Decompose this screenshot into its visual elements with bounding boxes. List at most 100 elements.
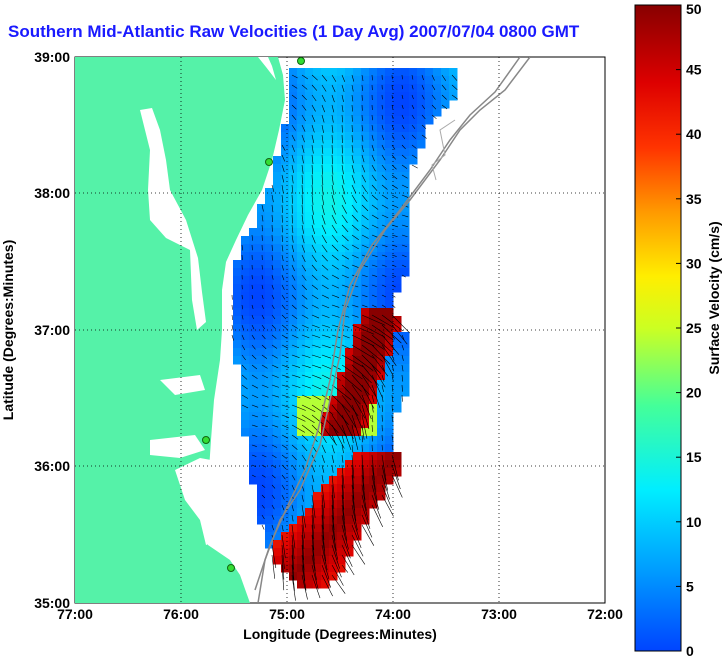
velocity-cell <box>417 92 426 101</box>
velocity-cell <box>345 484 354 493</box>
velocity-cell <box>273 548 282 557</box>
velocity-arrow <box>261 484 266 488</box>
velocity-arrow <box>371 454 375 480</box>
velocity-cell <box>329 348 338 357</box>
velocity-arrow <box>301 194 303 205</box>
velocity-cell <box>417 116 426 125</box>
station-marker[interactable] <box>265 158 273 166</box>
velocity-cell <box>313 548 322 557</box>
velocity-cell <box>321 244 330 253</box>
velocity-arrow <box>391 94 393 100</box>
velocity-cell <box>353 324 362 333</box>
velocity-arrow <box>331 494 335 520</box>
station-marker[interactable] <box>202 436 210 444</box>
velocity-arrow <box>321 304 330 309</box>
velocity-arrow <box>281 234 284 242</box>
velocity-cell <box>361 92 370 101</box>
velocity-cell <box>281 188 290 197</box>
velocity-cell <box>265 492 274 501</box>
velocity-cell <box>377 380 386 389</box>
velocity-arrow <box>271 344 278 349</box>
velocity-cell <box>289 508 298 517</box>
velocity-cell <box>289 148 298 157</box>
velocity-arrow <box>331 504 335 531</box>
x-axis-label: Longitude (Degrees:Minutes) <box>243 626 437 642</box>
velocity-arrow <box>401 144 406 150</box>
velocity-cell <box>313 108 322 117</box>
velocity-arrow <box>321 264 329 271</box>
velocity-arrow <box>291 284 296 291</box>
velocity-cell <box>321 444 330 453</box>
velocity-arrow <box>311 274 318 281</box>
velocity-cell <box>401 364 410 373</box>
velocity-cell <box>297 212 306 221</box>
velocity-cell <box>281 436 290 445</box>
velocity-cell <box>297 332 306 341</box>
velocity-arrow <box>281 154 286 162</box>
velocity-cell <box>289 380 298 389</box>
velocity-arrow <box>311 294 319 300</box>
velocity-cell <box>297 572 306 581</box>
velocity-cell <box>265 412 274 421</box>
velocity-cell <box>313 244 322 253</box>
velocity-cell <box>297 476 306 485</box>
velocity-cell <box>249 396 258 405</box>
velocity-cell <box>353 292 362 301</box>
velocity-cell <box>361 148 370 157</box>
velocity-cell <box>345 292 354 301</box>
velocity-arrow <box>271 264 274 271</box>
velocity-arrow <box>361 234 369 239</box>
velocity-cell <box>353 476 362 485</box>
velocity-cell <box>393 324 402 333</box>
velocity-cell <box>241 300 250 309</box>
velocity-cell <box>337 372 346 381</box>
velocity-cell <box>321 188 330 197</box>
velocity-cell <box>337 476 346 485</box>
velocity-cell <box>265 356 274 365</box>
velocity-cell <box>249 276 258 285</box>
velocity-arrow <box>341 474 345 499</box>
velocity-arrow <box>311 364 322 369</box>
pamlico-sound <box>175 458 226 545</box>
velocity-cell <box>353 188 362 197</box>
velocity-cell <box>233 284 242 293</box>
velocity-cell <box>353 92 362 101</box>
velocity-cell <box>257 300 266 309</box>
velocity-arrow <box>301 74 309 80</box>
velocity-cell <box>409 68 418 77</box>
velocity-cell <box>297 532 306 541</box>
velocity-arrow <box>261 474 266 478</box>
station-marker[interactable] <box>227 564 235 572</box>
velocity-cell <box>249 340 258 349</box>
velocity-cell <box>433 100 442 109</box>
plot-title: Southern Mid-Atlantic Raw Velocities (1 … <box>8 22 580 41</box>
velocity-cell <box>337 284 346 293</box>
velocity-cell <box>377 404 386 413</box>
velocity-cell <box>361 84 370 93</box>
velocity-arrow <box>321 134 324 144</box>
velocity-cell <box>257 316 266 325</box>
velocity-arrow <box>351 394 366 419</box>
velocity-cell <box>337 556 346 565</box>
velocity-cell <box>313 252 322 261</box>
velocity-cell <box>377 132 386 141</box>
velocity-cell <box>289 284 298 293</box>
x-tick: 76:00 <box>163 606 199 622</box>
velocity-cell <box>241 388 250 397</box>
velocity-cell <box>281 364 290 373</box>
velocity-arrow <box>331 524 337 551</box>
velocity-cell <box>377 116 386 125</box>
velocity-cell <box>385 452 394 461</box>
velocity-arrow <box>441 94 447 100</box>
velocity-arrow <box>361 474 366 501</box>
velocity-arrow <box>271 394 280 398</box>
velocity-arrow <box>301 354 311 358</box>
velocity-cell <box>289 68 298 77</box>
velocity-cell <box>249 380 258 389</box>
velocity-arrow <box>321 484 326 509</box>
velocity-arrow <box>321 104 326 113</box>
velocity-cell <box>289 332 298 341</box>
station-marker[interactable] <box>297 57 305 65</box>
velocity-cell <box>361 436 370 445</box>
velocity-arrow <box>251 374 258 379</box>
